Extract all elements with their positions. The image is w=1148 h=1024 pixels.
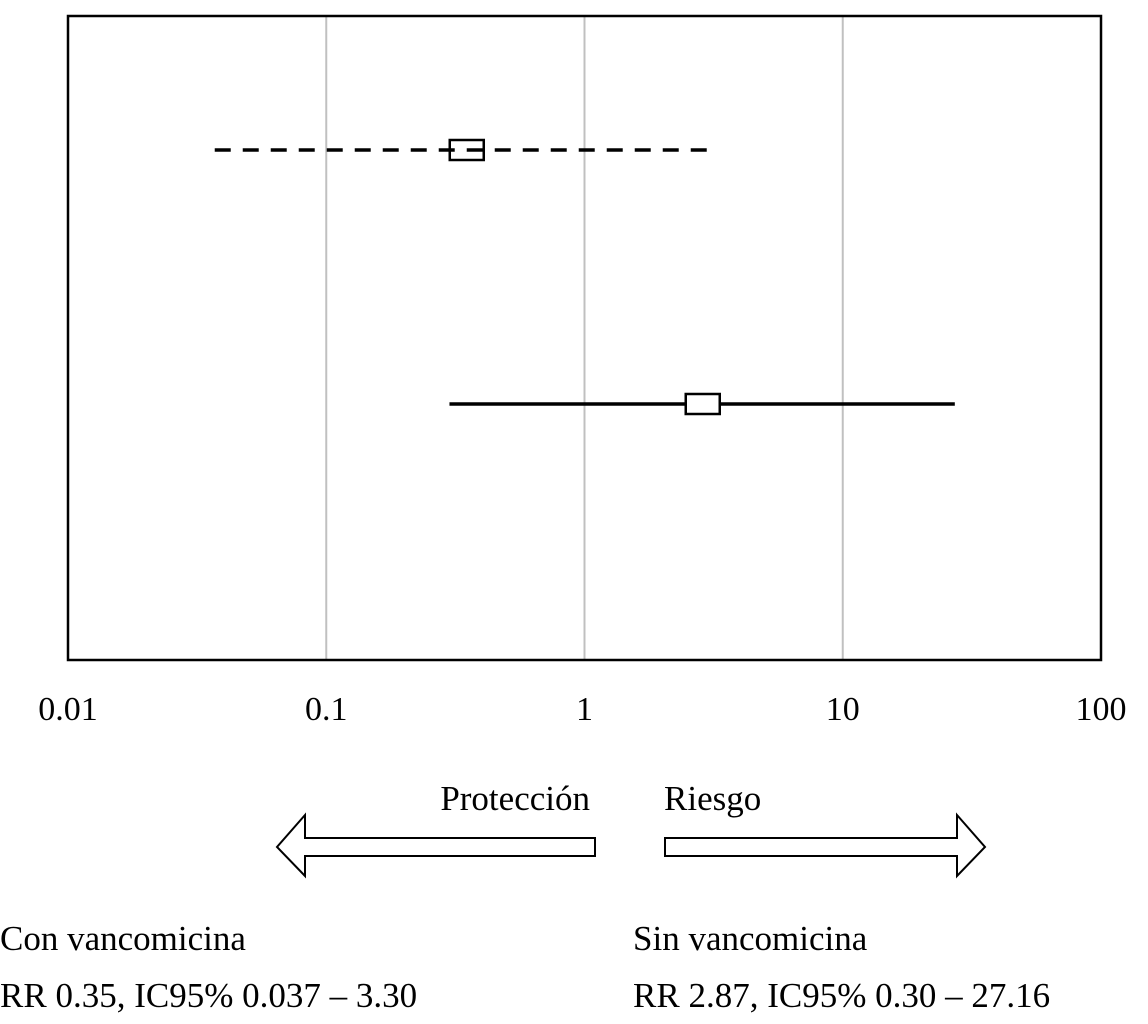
x-tick-label: 0.1: [305, 691, 348, 728]
protection-label: Protección: [440, 779, 590, 818]
point-estimate: [684, 392, 721, 416]
left-arrow-icon: [275, 812, 596, 879]
x-tick-label: 10: [826, 691, 860, 728]
group-2-name: Sin vancomicina: [633, 919, 868, 958]
group-1-name: Con vancomicina: [0, 919, 246, 958]
point-estimate: [448, 138, 486, 162]
x-tick-label: 1: [576, 691, 593, 728]
estimates: [214, 138, 955, 416]
x-tick-labels: 0.01 0.1 1 10 100: [38, 691, 1126, 728]
group-1-stats: RR 0.35, IC95% 0.037 – 3.30: [0, 976, 417, 1015]
x-tick-label: 100: [1076, 691, 1127, 728]
gridlines: [325, 16, 844, 660]
right-arrow-icon: [664, 812, 987, 879]
group-2-stats: RR 2.87, IC95% 0.30 – 27.16: [633, 976, 1050, 1015]
plot-frame: [66, 14, 1103, 662]
x-tick-label: 0.01: [38, 691, 98, 728]
risk-label: Riesgo: [664, 779, 761, 818]
